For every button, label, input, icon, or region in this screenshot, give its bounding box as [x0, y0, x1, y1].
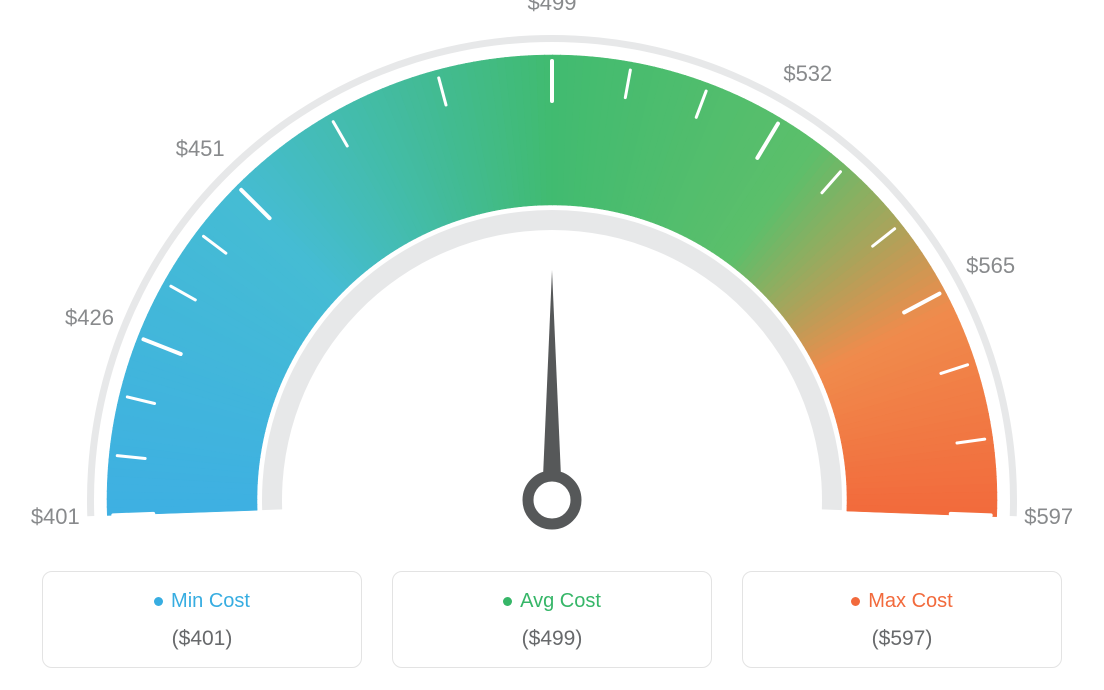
- gauge-needle-hub: [528, 476, 576, 524]
- legend-dot-avg: [503, 597, 512, 606]
- legend-label-avg: Avg Cost: [520, 590, 601, 613]
- gauge-tick-label: $532: [783, 61, 832, 87]
- legend-row: Min Cost ($401) Avg Cost ($499) Max Cost…: [0, 571, 1104, 668]
- gauge-tick-label: $401: [31, 504, 80, 530]
- legend-value-avg: ($499): [405, 627, 699, 651]
- gauge-svg: [0, 0, 1104, 560]
- gauge-tick-label: $597: [1024, 504, 1073, 530]
- gauge-tick-label: $499: [528, 0, 577, 16]
- legend-card-max: Max Cost ($597): [742, 571, 1062, 668]
- legend-value-max: ($597): [755, 627, 1049, 651]
- legend-label-min: Min Cost: [171, 590, 250, 613]
- gauge-tick-label: $426: [65, 305, 114, 331]
- legend-card-min: Min Cost ($401): [42, 571, 362, 668]
- legend-dot-min: [154, 597, 163, 606]
- legend-card-avg: Avg Cost ($499): [392, 571, 712, 668]
- gauge-area: $401 $426 $451 $499 $532 $565 $597: [0, 0, 1104, 560]
- legend-label-max: Max Cost: [868, 590, 952, 613]
- cost-gauge-widget: $401 $426 $451 $499 $532 $565 $597 Min Cost ($…: [0, 0, 1104, 690]
- legend-dot-max: [851, 597, 860, 606]
- gauge-tick-label: $565: [966, 253, 1015, 279]
- gauge-tick-label: $451: [176, 136, 225, 162]
- legend-title-avg: Avg Cost: [503, 590, 601, 613]
- legend-title-max: Max Cost: [851, 590, 952, 613]
- legend-value-min: ($401): [55, 627, 349, 651]
- legend-title-min: Min Cost: [154, 590, 250, 613]
